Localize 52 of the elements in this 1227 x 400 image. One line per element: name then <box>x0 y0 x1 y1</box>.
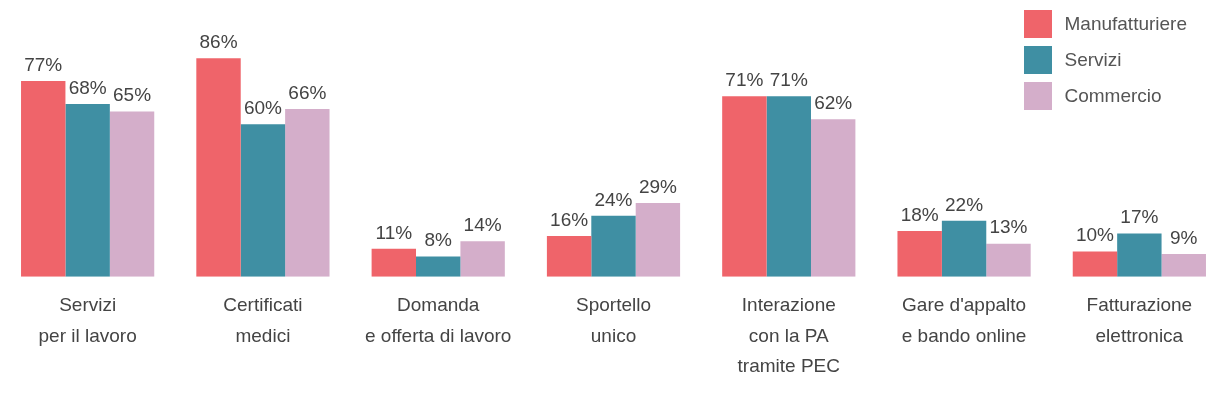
legend-label: Commercio <box>1064 85 1162 107</box>
data-label: 18% <box>900 203 939 225</box>
data-label: 29% <box>638 175 678 197</box>
bar <box>941 220 987 277</box>
x-tick-label: Sportello unico <box>576 294 651 346</box>
data-label: 71% <box>725 69 764 91</box>
data-label: 65% <box>113 84 152 106</box>
bar <box>546 236 592 277</box>
bar <box>21 81 66 277</box>
bar <box>240 124 286 277</box>
data-label: 60% <box>243 97 283 118</box>
x-tick-label: Certificati medici <box>223 294 303 346</box>
data-label: 24% <box>594 188 633 210</box>
bar <box>766 96 811 277</box>
bar <box>1161 253 1206 277</box>
x-tick-label: Gare d'appalto e bando online <box>901 294 1027 346</box>
x-tick-label: Interazione con la PA tramite PEC <box>737 294 840 377</box>
bar <box>810 119 856 277</box>
x-tick-label: Domanda e offerta di lavoro <box>364 294 512 346</box>
bar <box>722 96 767 277</box>
bar <box>897 231 942 277</box>
x-tick-label: Servizi per il lavoro <box>38 294 137 346</box>
data-label: 8% <box>424 229 453 251</box>
data-label: 86% <box>199 30 238 52</box>
data-label: 9% <box>1170 226 1198 248</box>
bar <box>196 58 241 277</box>
data-label: 14% <box>463 213 502 235</box>
legend-label: Servizi <box>1064 49 1122 71</box>
bar <box>986 243 1031 277</box>
data-label: 68% <box>68 76 107 98</box>
bar <box>285 109 330 277</box>
x-tick-label: Fatturazione elettronica <box>1086 294 1193 346</box>
bar <box>1117 233 1162 277</box>
bar <box>65 103 110 277</box>
data-label: 77% <box>24 53 63 75</box>
bar <box>109 111 155 277</box>
data-label: 66% <box>288 81 327 103</box>
bar <box>460 241 505 277</box>
bar <box>416 256 461 277</box>
data-label: 71% <box>769 69 808 91</box>
data-label: 11% <box>375 221 413 243</box>
data-label: 13% <box>989 216 1028 238</box>
bar <box>591 215 636 277</box>
bar <box>635 203 681 277</box>
data-label: 16% <box>550 208 589 230</box>
data-label: 10% <box>1075 224 1115 246</box>
data-label: 17% <box>1120 206 1159 228</box>
bar <box>371 248 417 277</box>
legend-label: Manufatturiere <box>1064 13 1187 35</box>
bar <box>1072 251 1118 277</box>
data-label: 22% <box>945 193 984 215</box>
data-label: 62% <box>814 91 853 113</box>
